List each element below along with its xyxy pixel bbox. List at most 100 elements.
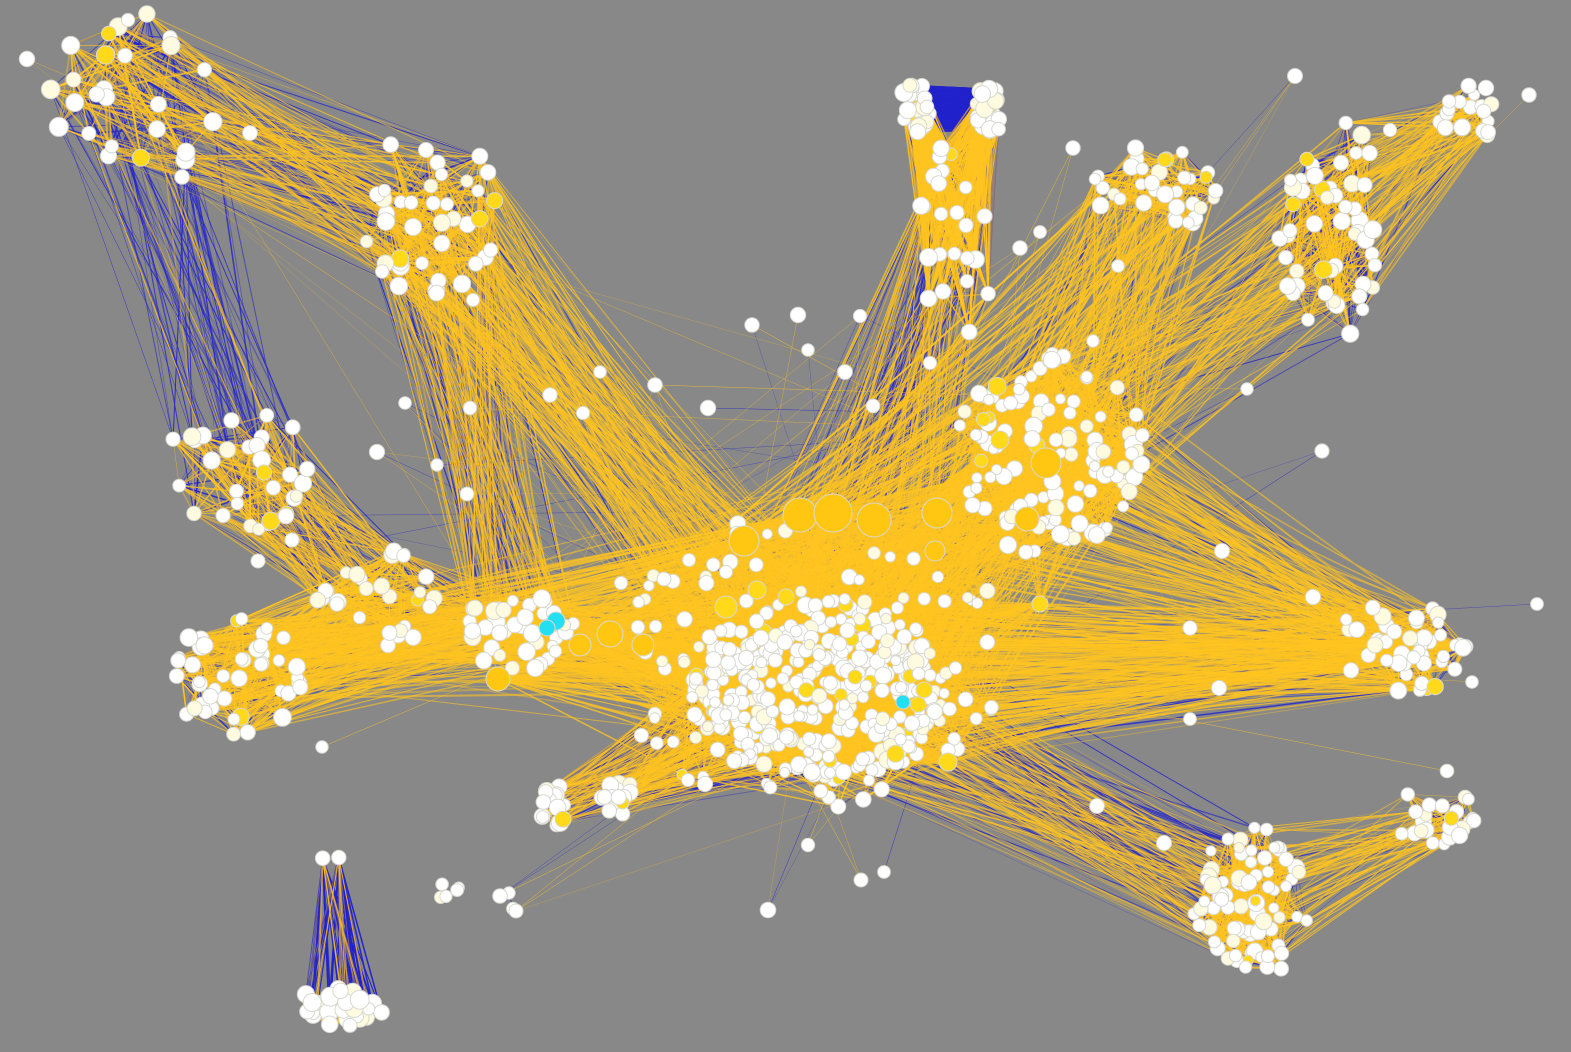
graph-node[interactable] [1226,933,1241,949]
graph-node[interactable] [958,217,974,233]
graph-node[interactable] [911,666,926,681]
graph-node[interactable] [1070,514,1089,533]
graph-node[interactable] [971,597,984,610]
graph-node[interactable] [984,700,999,715]
graph-node[interactable] [404,218,423,236]
graph-node[interactable] [897,592,910,604]
graph-node[interactable] [776,672,790,685]
graph-node[interactable] [242,125,258,141]
graph-node[interactable] [776,634,793,651]
graph-node[interactable] [744,317,760,333]
graph-node[interactable] [1128,407,1144,423]
graph-node[interactable] [903,715,921,732]
graph-node[interactable] [984,471,997,484]
graph-node[interactable] [396,548,411,563]
graph-node[interactable] [1432,616,1445,629]
graph-node[interactable] [314,850,331,867]
graph-node[interactable] [880,612,892,625]
graph-node[interactable] [614,576,628,590]
graph-node[interactable] [193,675,206,689]
graph-node[interactable] [1480,124,1496,141]
graph-node[interactable] [656,571,672,587]
graph-node[interactable] [1207,183,1224,199]
graph-hub-node[interactable] [747,580,767,600]
graph-node[interactable] [1394,826,1409,841]
graph-node[interactable] [234,612,249,626]
graph-node[interactable] [1175,145,1189,159]
graph-node[interactable] [517,642,537,662]
graph-node[interactable] [923,647,936,660]
graph-node[interactable] [352,611,367,625]
graph-node[interactable] [1135,194,1153,212]
graph-hub-node[interactable] [813,493,853,533]
graph-node[interactable] [1091,196,1110,215]
graph-node[interactable] [677,655,691,669]
graph-node[interactable] [223,412,240,429]
graph-node[interactable] [1025,370,1038,383]
graph-node[interactable] [506,594,519,607]
graph-node[interactable] [702,720,714,733]
graph-node[interactable] [452,274,472,294]
graph-node[interactable] [959,274,975,289]
graph-node[interactable] [957,691,974,708]
graph-node[interactable] [148,120,166,138]
graph-node[interactable] [202,688,219,705]
graph-node[interactable] [699,399,717,417]
graph-node[interactable] [686,706,703,723]
graph-node[interactable] [855,751,870,767]
graph-node[interactable] [1244,856,1258,869]
graph-node[interactable] [1349,146,1363,160]
graph-node[interactable] [1041,402,1056,417]
graph-hub-node[interactable] [568,633,592,657]
graph-hub-node[interactable] [1030,447,1062,479]
graph-node[interactable] [1521,87,1537,103]
graph-node[interactable] [276,630,291,645]
graph-node[interactable] [1287,68,1303,84]
graph-node[interactable] [930,175,948,192]
graph-node[interactable] [1023,430,1041,448]
graph-node[interactable] [1364,599,1381,616]
graph-node[interactable] [331,849,347,866]
graph-node[interactable] [1389,681,1408,700]
graph-node[interactable] [1465,675,1479,689]
graph-node[interactable] [839,622,856,639]
graph-node[interactable] [853,574,865,586]
graph-node[interactable] [873,781,890,798]
graph-node[interactable] [970,384,988,403]
graph-node[interactable] [1274,945,1290,961]
graph-node[interactable] [1386,623,1403,640]
graph-node[interactable] [800,837,816,853]
graph-node[interactable] [1063,406,1077,420]
graph-node[interactable] [358,581,374,597]
graph-node[interactable] [601,803,618,819]
graph-node[interactable] [896,628,913,645]
graph-node[interactable] [686,691,699,704]
graph-node[interactable] [101,25,117,42]
graph-hub-node[interactable] [847,669,863,685]
graph-node[interactable] [432,213,451,232]
graph-node[interactable] [857,691,870,704]
graph-node[interactable] [1450,826,1469,845]
graph-node[interactable] [706,557,721,572]
graph-node[interactable] [475,651,493,670]
graph-node[interactable] [1233,898,1249,915]
graph-node[interactable] [1102,465,1115,478]
graph-node[interactable] [1095,443,1112,460]
graph-highlight-node[interactable] [895,694,911,710]
graph-node[interactable] [471,147,489,165]
graph-node[interactable] [632,595,645,609]
graph-node[interactable] [1454,638,1472,657]
graph-node[interactable] [184,656,201,674]
graph-node[interactable] [1048,432,1064,448]
graph-node[interactable] [165,431,181,447]
graph-node[interactable] [1135,428,1150,443]
graph-node[interactable] [676,611,693,628]
graph-node[interactable] [906,551,921,566]
graph-node[interactable] [980,286,996,302]
graph-node[interactable] [1453,118,1472,137]
graph-node[interactable] [1460,77,1477,95]
graph-node[interactable] [1462,792,1475,806]
graph-node[interactable] [789,306,807,324]
graph-node[interactable] [492,888,508,904]
graph-node[interactable] [1367,258,1383,273]
